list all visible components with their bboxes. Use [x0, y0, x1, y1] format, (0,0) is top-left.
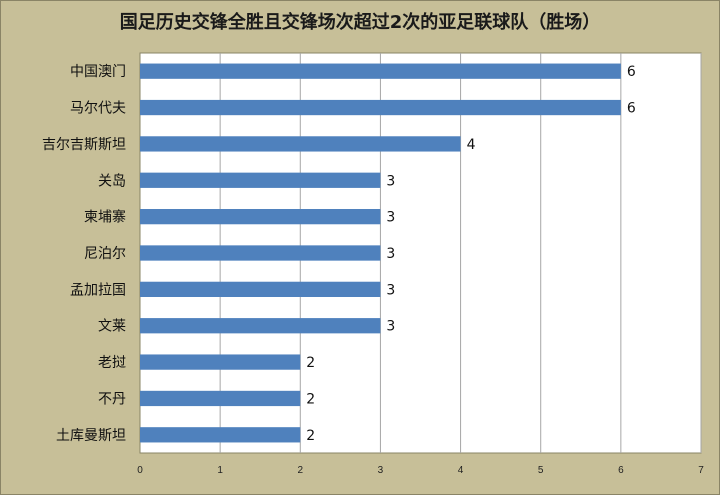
- x-tick-label: 4: [458, 465, 464, 476]
- data-label: 6: [627, 64, 636, 80]
- data-label: 2: [306, 391, 315, 407]
- data-label: 6: [627, 101, 636, 117]
- data-label: 3: [386, 210, 395, 226]
- category-label: 孟加拉国: [70, 282, 126, 298]
- bar: [140, 209, 381, 225]
- category-label: 土库曼斯坦: [56, 428, 126, 444]
- x-tick-label: 5: [538, 465, 544, 476]
- category-label: 不丹: [98, 391, 126, 407]
- data-label: 3: [386, 282, 395, 298]
- bar: [140, 427, 301, 443]
- bar: [140, 136, 461, 152]
- category-label: 文莱: [98, 319, 126, 335]
- bars: [140, 63, 621, 443]
- data-label: 2: [306, 355, 315, 371]
- category-label: 马尔代夫: [70, 101, 126, 117]
- bar: [140, 172, 381, 188]
- category-label: 中国澳门: [70, 64, 126, 80]
- category-label: 老挝: [98, 355, 126, 371]
- bar: [140, 354, 301, 370]
- x-tick-label: 0: [137, 465, 143, 476]
- data-label: 4: [467, 137, 476, 153]
- bar: [140, 245, 381, 261]
- bar: [140, 281, 381, 297]
- category-label: 关岛: [98, 173, 126, 189]
- category-label: 柬埔寨: [84, 209, 126, 226]
- data-label: 3: [386, 319, 395, 335]
- data-label: 2: [306, 428, 315, 444]
- x-tick-label: 1: [217, 465, 223, 476]
- bar: [140, 390, 301, 407]
- x-tick-label: 3: [378, 465, 384, 476]
- bar: [140, 99, 621, 116]
- bar: [140, 63, 621, 79]
- x-tick-labels: 0 1 2 3 4 5 6 7: [137, 465, 704, 476]
- category-label: 吉尔吉斯斯坦: [42, 137, 126, 153]
- x-tick-label: 2: [298, 465, 304, 476]
- category-label: 尼泊尔: [84, 246, 126, 262]
- bar: [140, 318, 381, 334]
- data-label: 3: [386, 173, 395, 189]
- data-label: 3: [386, 246, 395, 262]
- chart-title: 国足历史交锋全胜且交锋场次超过2次的亚足联球队（胜场）: [119, 12, 601, 33]
- x-tick-label: 6: [618, 465, 624, 476]
- data-labels: 6 6 4 3 3 3 3 3 2 2 2: [306, 64, 636, 444]
- x-tick-label: 7: [698, 465, 704, 476]
